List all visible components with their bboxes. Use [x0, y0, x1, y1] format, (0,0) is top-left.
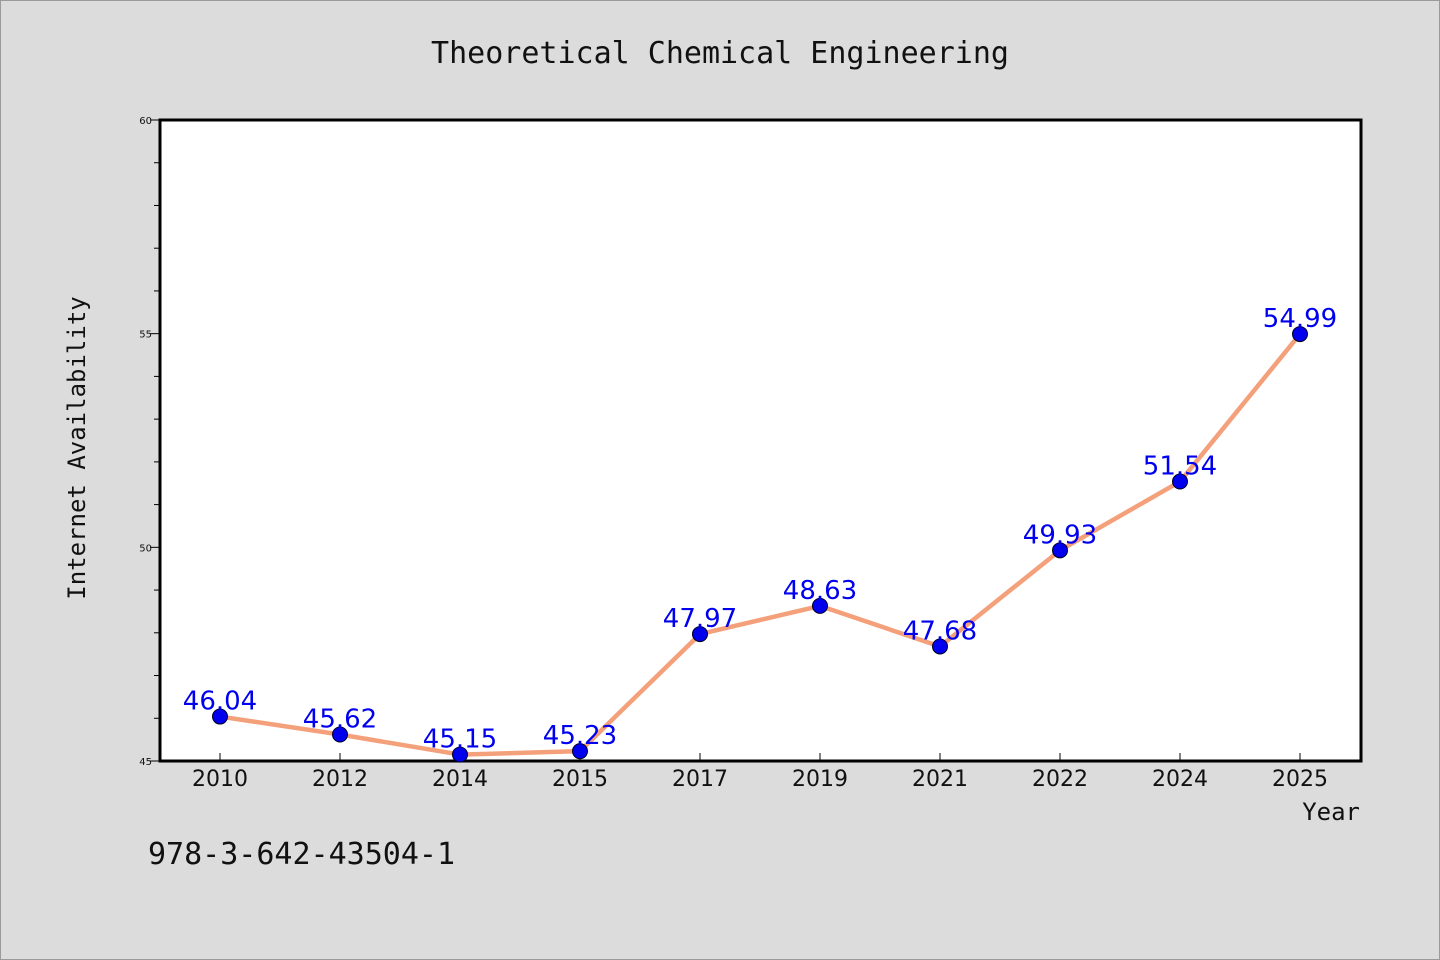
y-tick-label: 45 [139, 757, 152, 768]
x-tick-label: 2025 [1272, 767, 1328, 792]
data-label: 54.99 [1263, 304, 1337, 334]
x-tick-label: 2022 [1032, 767, 1088, 792]
y-tick-label: 50 [139, 543, 152, 554]
data-markers [212, 326, 1308, 763]
footnote-text: 978-3-642-43504-1 [148, 837, 455, 872]
data-label: 51.54 [1143, 452, 1217, 482]
data-labels: 46.04 45.62 45.15 45.23 47.97 48.63 47.68 49.93… [183, 304, 1337, 754]
x-tick-label: 2017 [672, 767, 728, 792]
x-tick-label: 2012 [312, 767, 368, 792]
data-label: 45.15 [423, 725, 497, 755]
y-axis-ticks: 45 50 55 60 [139, 116, 160, 768]
data-label: 46.04 [183, 687, 257, 717]
x-tick-label: 2010 [192, 767, 248, 792]
data-label: 49.93 [1023, 520, 1097, 550]
data-point [812, 597, 828, 614]
data-point [1292, 326, 1308, 343]
plot-area [158, 118, 1363, 763]
data-point [332, 726, 348, 743]
data-label: 48.63 [783, 576, 857, 606]
x-tick-label: 2019 [792, 767, 848, 792]
data-point [452, 746, 468, 763]
data-label: 47.97 [663, 604, 737, 634]
x-axis-label: Year [1302, 798, 1360, 826]
x-tick-label: 2014 [432, 767, 488, 792]
x-tick-label: 2015 [552, 767, 608, 792]
x-axis-ticks: 2010 2012 2014 2015 2017 2019 2021 2022 2024 2025 [192, 753, 1328, 792]
data-label: 45.23 [543, 721, 617, 751]
y-axis-label: Internet Availability [63, 296, 91, 599]
data-point [692, 626, 708, 643]
data-point [212, 708, 228, 725]
data-point [572, 743, 588, 760]
y-tick-label: 55 [139, 330, 152, 341]
data-label: 45.62 [303, 705, 377, 735]
data-point [1172, 473, 1188, 490]
data-point [932, 638, 948, 655]
x-tick-label: 2021 [912, 767, 968, 792]
data-label: 47.68 [903, 616, 977, 646]
chart-title: Theoretical Chemical Engineering [431, 36, 1009, 71]
data-point [1052, 542, 1068, 559]
x-tick-label: 2024 [1152, 767, 1208, 792]
series-line [217, 331, 1303, 757]
y-tick-label: 60 [139, 116, 152, 127]
